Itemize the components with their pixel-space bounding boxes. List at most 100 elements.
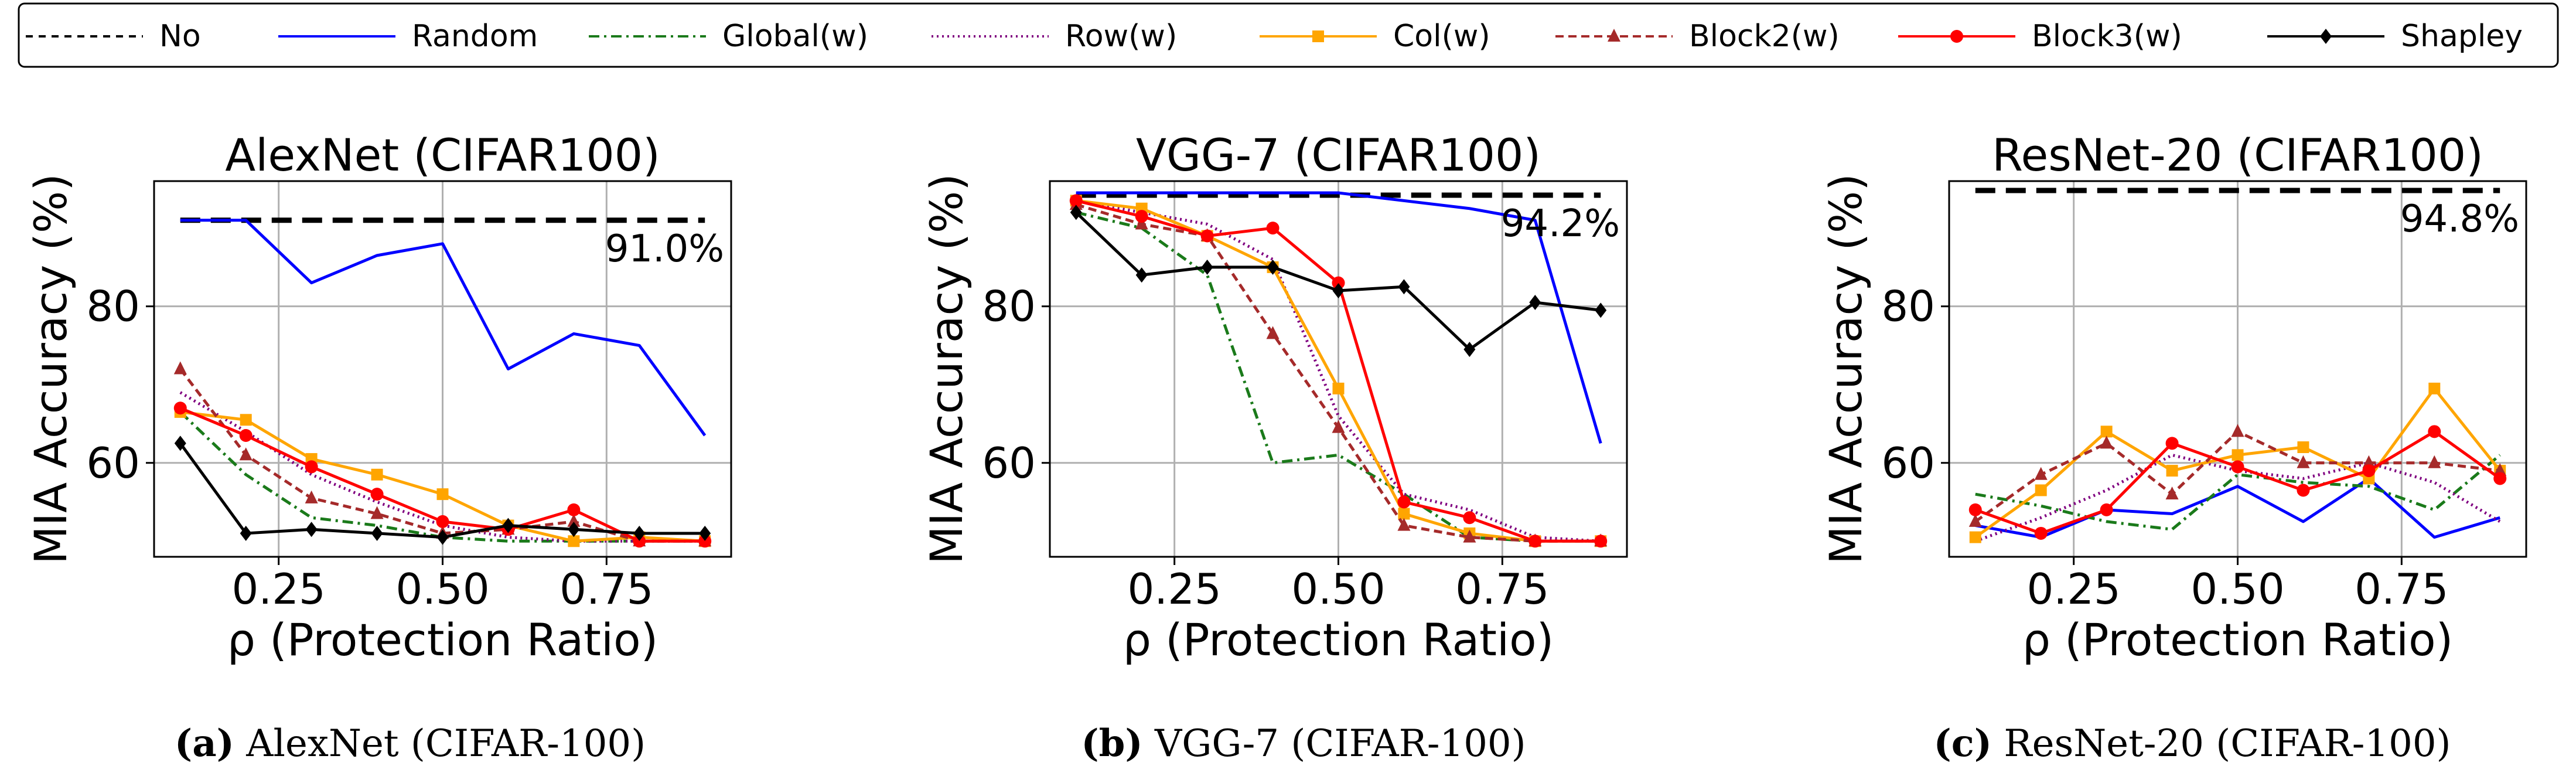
y-tick-label: 80 [1881, 282, 1935, 331]
data-point-block2-w [1968, 513, 1982, 527]
caption-label: (c) [1934, 721, 1992, 765]
data-point-block3-w [2034, 526, 2048, 540]
legend-entry-no: No [26, 19, 201, 54]
legend-label-global-w: Global(w) [722, 19, 868, 54]
data-point-block2-w [2231, 424, 2244, 437]
data-point-block3-w [2362, 464, 2376, 478]
series-line-global-w [1975, 454, 2501, 531]
legend-label-block3-w: Block3(w) [2032, 19, 2182, 54]
data-point-shapley [1398, 279, 1410, 295]
data-point-block2-w [1332, 420, 1345, 433]
data-point-block3-w [633, 535, 646, 548]
data-point-block2-w [2362, 455, 2376, 468]
series-shapley [1070, 205, 1607, 358]
caption-text: AlexNet (CIFAR-100) [234, 722, 646, 765]
legend-marker-shapley [2320, 29, 2332, 44]
legend-label-block2-w: Block2(w) [1689, 19, 1840, 54]
data-point-block2-w [2034, 467, 2048, 480]
data-point-col-w [2428, 382, 2441, 394]
y-tick-label: 60 [982, 438, 1036, 488]
x-tick-label: 0.75 [559, 564, 653, 614]
data-point-block3-w [1397, 495, 1411, 509]
chart-panels: 0.25 0.50 0.75 60 80 91.0% AlexNet (CIFAR100) ρ… [25, 129, 2527, 765]
series-random [180, 219, 707, 437]
baseline-label: 94.2% [1501, 202, 1620, 246]
data-point-col-w [2035, 484, 2047, 496]
series-global-w [179, 411, 705, 543]
data-point-block3-w [1463, 511, 1476, 525]
x-tick-label: 0.25 [2027, 564, 2121, 614]
data-point-block2-w [173, 361, 187, 375]
data-point-block3-w [2231, 460, 2244, 474]
caption-text: ResNet-20 (CIFAR-100) [1992, 722, 2451, 765]
data-point-shapley [633, 525, 646, 541]
data-point-shapley [174, 435, 186, 451]
data-point-block3-w [1528, 535, 1542, 548]
data-point-shapley [1135, 267, 1148, 283]
data-point-block3-w [2428, 425, 2441, 438]
data-point-block2-w [370, 506, 384, 519]
series-block2-w [1968, 424, 2507, 527]
legend: No Random Global(w) Row(w) Col(w) Block2(w) Bl… [18, 2, 2559, 68]
legend-marker-block3-w [1950, 30, 1963, 43]
data-point-shapley [240, 525, 252, 541]
data-point-shapley [1070, 205, 1082, 220]
data-point-block3-w [2165, 437, 2179, 450]
series-block3-w [1069, 194, 1608, 548]
data-point-col-w [371, 468, 383, 481]
legend-entry-block3-w: Block3(w) [1898, 19, 2182, 54]
y-tick-label: 80 [982, 282, 1036, 331]
y-axis-label: MIA Accuracy (%) [25, 173, 77, 564]
chart-title: ResNet-20 (CIFAR100) [1992, 129, 2483, 181]
data-point-block3-w [1594, 535, 1608, 548]
data-point-shapley [1595, 302, 1607, 318]
plot-area [173, 217, 712, 548]
data-point-block2-w [2165, 486, 2179, 500]
data-point-col-w [240, 414, 252, 426]
series-global-w [1975, 454, 2501, 531]
data-point-block2-w [2428, 455, 2441, 468]
series-shapley [174, 435, 711, 545]
data-point-col-w [2100, 426, 2113, 438]
data-point-block2-w [305, 490, 318, 503]
y-axis-label: MIA Accuracy (%) [1820, 173, 1872, 564]
panel-resnet-20-cifar100: 0.25 0.50 0.75 60 80 94.8% ResNet-20 (CIFAR100… [1820, 129, 2527, 765]
legend-entry-random: Random [278, 19, 538, 54]
data-point-shapley [1332, 283, 1345, 298]
y-tick-label: 60 [86, 438, 140, 488]
x-axis-label: ρ (Protection Ratio) [1123, 614, 1554, 666]
data-point-block2-w [2100, 435, 2113, 449]
series-random [1076, 191, 1602, 444]
data-point-block3-w [567, 503, 581, 516]
data-point-block2-w [2297, 455, 2310, 468]
data-point-block3-w [1135, 210, 1148, 223]
data-point-shapley [1267, 259, 1279, 275]
x-tick-label: 0.25 [232, 564, 326, 614]
data-point-block3-w [2100, 503, 2113, 516]
panel-alexnet-cifar100: 0.25 0.50 0.75 60 80 91.0% AlexNet (CIFAR100) ρ… [25, 129, 732, 765]
data-point-block2-w [1266, 326, 1280, 339]
data-point-block3-w [305, 460, 318, 474]
x-axis-label: ρ (Protection Ratio) [2022, 614, 2453, 666]
data-point-block3-w [370, 488, 384, 501]
series-line-random [180, 219, 707, 437]
caption-label: (b) [1081, 721, 1142, 765]
series-line-random [1076, 191, 1602, 444]
series-random [1975, 477, 2500, 539]
x-tick-label: 0.50 [395, 564, 489, 614]
data-point-col-w [1969, 531, 1981, 543]
data-point-block3-w [1200, 229, 1214, 243]
y-tick-label: 60 [1881, 438, 1935, 488]
legend-entry-global-w: Global(w) [589, 19, 868, 54]
data-point-block3-w [2297, 484, 2310, 497]
legend-label-random: Random [412, 19, 538, 54]
legend-marker-block2-w [1608, 29, 1620, 42]
data-point-block2-w [239, 447, 253, 461]
data-point-block3-w [2493, 472, 2507, 485]
data-point-block3-w [1069, 194, 1083, 207]
data-point-block2-w [2493, 463, 2507, 477]
data-point-col-w [1398, 508, 1410, 520]
data-point-block3-w [1266, 222, 1280, 235]
data-point-block3-w [1968, 503, 1982, 516]
